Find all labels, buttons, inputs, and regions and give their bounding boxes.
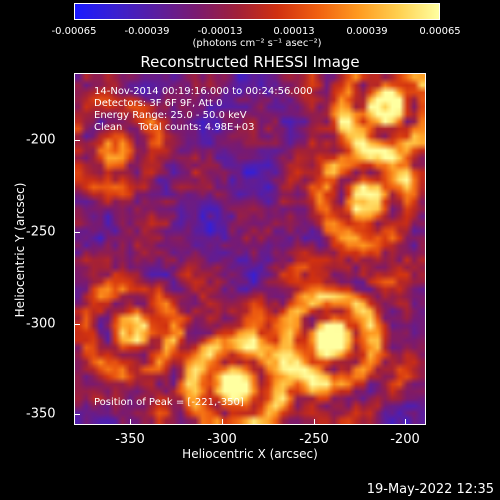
x-tick-mark xyxy=(405,419,406,425)
y-tick-label: -350 xyxy=(26,406,56,422)
footer-date: 19-May-2022 12:35 xyxy=(366,482,494,497)
y-tick-label: -250 xyxy=(26,224,56,240)
colorbar-tick: 0.00039 xyxy=(346,26,388,37)
colorbar-tick: 0.00065 xyxy=(419,26,461,37)
peak-position: Position of Peak = [-221,-350] xyxy=(94,397,244,408)
info-energy: Energy Range: 25.0 - 50.0 keV xyxy=(94,110,247,121)
colorbar-tick: -0.00039 xyxy=(124,26,170,37)
y-tick-label: -200 xyxy=(26,132,56,148)
colorbar xyxy=(74,3,440,20)
colorbar-tick: -0.00013 xyxy=(197,26,243,37)
y-axis-label: Heliocentric Y (arcsec) xyxy=(13,182,27,318)
info-detectors: Detectors: 3F 6F 9F, Att 0 xyxy=(94,98,223,109)
heatmap-image xyxy=(74,73,426,425)
y-tick-mark xyxy=(74,414,80,415)
info-time-range: 14-Nov-2014 00:19:16.000 to 00:24:56.000 xyxy=(94,86,313,97)
heatmap-canvas xyxy=(75,74,425,424)
colorbar-tick: -0.00065 xyxy=(51,26,97,37)
x-tick-label: -350 xyxy=(115,432,145,447)
x-tick-label: -250 xyxy=(299,432,329,447)
colorbar-units: (photons cm⁻² s⁻¹ asec⁻²) xyxy=(192,38,322,49)
x-tick-label: -300 xyxy=(207,432,237,447)
y-tick-mark xyxy=(74,324,80,325)
x-tick-mark xyxy=(222,419,223,425)
x-tick-mark xyxy=(130,419,131,425)
y-tick-mark xyxy=(74,232,80,233)
x-tick-label: -200 xyxy=(390,432,420,447)
x-tick-mark xyxy=(314,419,315,425)
x-axis-label: Heliocentric X (arcsec) xyxy=(182,447,318,461)
info-clean: Clean Total counts: 4.98E+03 xyxy=(94,122,255,133)
colorbar-tick: 0.00013 xyxy=(273,26,315,37)
y-tick-mark xyxy=(74,140,80,141)
plot-title: Reconstructed RHESSI Image xyxy=(140,53,360,71)
y-tick-label: -300 xyxy=(26,316,56,332)
